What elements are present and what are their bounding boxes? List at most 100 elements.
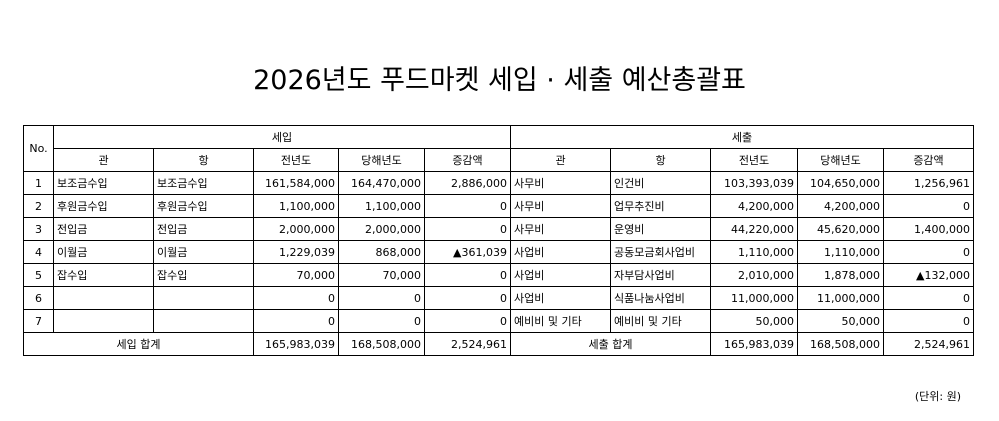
table-cell: 예비비 및 기타: [610, 309, 711, 333]
table-cell: 868,000: [338, 240, 425, 264]
table-cell: 0: [338, 286, 425, 310]
table-cell: 후원금수입: [153, 194, 254, 218]
table-cell: 2,524,961: [424, 332, 511, 356]
table-cell: 운영비: [610, 217, 711, 241]
table-cell: 0: [424, 309, 511, 333]
table-cell: 2,886,000: [424, 171, 511, 195]
table-row: 5 잡수입 잡수입 70,000 70,000 0 사업비 자부담사업비 2,010,000 1,…: [23, 263, 974, 287]
table-cell: 사무비: [510, 217, 611, 241]
table-cell: 사무비: [510, 194, 611, 218]
table-cell: 전년도: [710, 148, 798, 172]
table-cell: 168,508,000: [797, 332, 884, 356]
table-cell: ▲361,039: [424, 240, 511, 264]
table-cell: 0: [253, 286, 339, 310]
table-cell: 보조금수입: [153, 171, 254, 195]
table-body: 1 보조금수입 보조금수입 161,584,000 164,470,000 2,886,0…: [23, 171, 974, 356]
table-cell: 보조금수입: [53, 171, 154, 195]
table-cell: 161,584,000: [253, 171, 339, 195]
table-cell: 1,229,039: [253, 240, 339, 264]
table-cell: [153, 286, 254, 310]
table-cell: 0: [883, 240, 974, 264]
table-cell: 0: [883, 194, 974, 218]
table-cell: 1: [23, 171, 54, 195]
table-cell: 0: [883, 309, 974, 333]
header-cell: No.: [23, 125, 54, 172]
table-cell: 전입금: [53, 217, 154, 241]
table-cell: 후원금수입: [53, 194, 154, 218]
table-cell: 관: [510, 148, 611, 172]
table-cell: 세입 합계: [23, 332, 254, 356]
table-cell: [53, 309, 154, 333]
table-cell: 4,200,000: [710, 194, 798, 218]
unit-note: (단위: 원): [914, 390, 961, 403]
header-cell: 세출: [510, 125, 974, 149]
table-cell: 3: [23, 217, 54, 241]
table-cell: 44,220,000: [710, 217, 798, 241]
table-row: 6 0 0 0 사업비 식품나눔사업비 11,000,000 11,000,000 0: [23, 286, 974, 310]
table-cell: 5: [23, 263, 54, 287]
table-row: 4 이월금 이월금 1,229,039 868,000 ▲361,039 사업비 공동모금회사…: [23, 240, 974, 264]
header-cell: 세입: [53, 125, 511, 149]
table-cell: 식품나눔사업비: [610, 286, 711, 310]
table-cell: 예비비 및 기타: [510, 309, 611, 333]
table-cell: 0: [253, 309, 339, 333]
table-row: 1 보조금수입 보조금수입 161,584,000 164,470,000 2,886,0…: [23, 171, 974, 195]
table-cell: 1,100,000: [253, 194, 339, 218]
table-cell: 70,000: [338, 263, 425, 287]
table-cell: 11,000,000: [710, 286, 798, 310]
table-cell: 자부담사업비: [610, 263, 711, 287]
table-cell: 165,983,039: [253, 332, 339, 356]
table-cell: 6: [23, 286, 54, 310]
table-cell: 168,508,000: [338, 332, 425, 356]
table-cell: 11,000,000: [797, 286, 884, 310]
table-cell: [53, 286, 154, 310]
table-cell: 104,650,000: [797, 171, 884, 195]
table-cell: 전년도: [253, 148, 339, 172]
header-row: 관 항 전년도 당해년도 증감액 관 항 전년도 당해년도 증감액: [24, 148, 974, 172]
table-cell: 50,000: [797, 309, 884, 333]
table-row: 2 후원금수입 후원금수입 1,100,000 1,100,000 0 사무비 업무추진비 4,…: [23, 194, 974, 218]
table-cell: 1,100,000: [338, 194, 425, 218]
table-cell: 1,256,961: [883, 171, 974, 195]
table-row: 7 0 0 0 예비비 및 기타 예비비 및 기타 50,000 50,000 0: [23, 309, 974, 333]
table-cell: 0: [424, 217, 511, 241]
table-cell: 2,000,000: [338, 217, 425, 241]
table-cell: 2,010,000: [710, 263, 798, 287]
table-cell: 잡수입: [53, 263, 154, 287]
table-cell: 인건비: [610, 171, 711, 195]
table-cell: 사업비: [510, 286, 611, 310]
table-cell: 103,393,039: [710, 171, 798, 195]
table-cell: 1,878,000: [797, 263, 884, 287]
table-cell: 증감액: [424, 148, 511, 172]
table-cell: 당해년도: [797, 148, 884, 172]
table-cell: 0: [883, 286, 974, 310]
table-cell: [153, 309, 254, 333]
header-row: No. 세입 세출: [23, 125, 974, 172]
table-cell: 45,620,000: [797, 217, 884, 241]
table-row: 3 전입금 전입금 2,000,000 2,000,000 0 사무비 운영비 44,220,0…: [23, 217, 974, 241]
table-cell: 7: [23, 309, 54, 333]
table-cell: ▲132,000: [883, 263, 974, 287]
table-cell: 1,110,000: [710, 240, 798, 264]
table-cell: 당해년도: [338, 148, 425, 172]
table-cell: 2,524,961: [883, 332, 974, 356]
table-cell: 사업비: [510, 240, 611, 264]
table-cell: 업무추진비: [610, 194, 711, 218]
table-cell: 항: [153, 148, 254, 172]
table-cell: 2,000,000: [253, 217, 339, 241]
title: 2026년도 푸드마켓 세입 · 세출 예산총괄표: [253, 65, 746, 96]
table-cell: 1,110,000: [797, 240, 884, 264]
table-cell: 165,983,039: [710, 332, 798, 356]
table-cell: 1,400,000: [883, 217, 974, 241]
table-cell: 0: [424, 194, 511, 218]
table-cell: 0: [424, 263, 511, 287]
table-cell: 관: [53, 148, 154, 172]
budget-table: No. 세입 세출 관 항 전년도 당해년도 증감액 관 항 전년도 당해년도 증감액 1 보조금수…: [23, 125, 974, 356]
table-cell: 세출 합계: [510, 332, 711, 356]
table-cell: 70,000: [253, 263, 339, 287]
table-cell: 0: [424, 286, 511, 310]
table-cell: 잡수입: [153, 263, 254, 287]
table-cell: 항: [610, 148, 711, 172]
table-cell: 4,200,000: [797, 194, 884, 218]
